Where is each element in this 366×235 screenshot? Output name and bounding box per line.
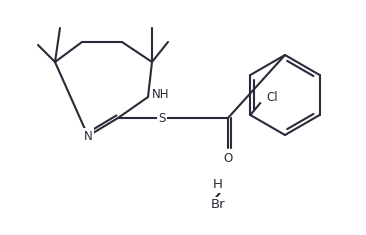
Text: S: S [158, 111, 166, 125]
Text: O: O [223, 152, 233, 164]
Text: N: N [83, 129, 92, 142]
Text: NH: NH [152, 89, 169, 102]
Text: Cl: Cl [266, 90, 278, 103]
Text: H: H [213, 179, 223, 192]
Text: Br: Br [211, 199, 225, 212]
